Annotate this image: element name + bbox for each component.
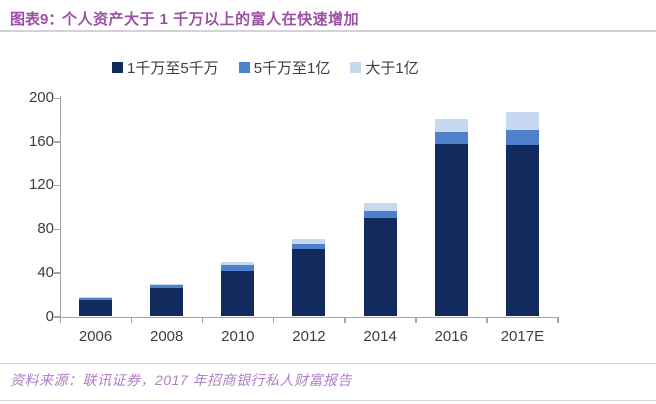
y-axis-label: 0 (45, 307, 54, 325)
x-axis-label: 2012 (292, 328, 326, 345)
bar-segment-2017E-0 (505, 144, 539, 317)
y-axis-label: 80 (37, 220, 54, 238)
legend-label: 1千万至5千万 (127, 59, 219, 77)
x-axis-label: 2014 (363, 328, 397, 345)
bar-segment-2016-1 (434, 131, 468, 144)
bar-2017E (505, 112, 539, 317)
x-axis-tick (557, 316, 559, 323)
figure-header: 图表9： 个人资产大于 1 千万以上的富人在快速增加 (0, 0, 656, 30)
legend-label: 大于1亿 (365, 59, 419, 77)
x-axis-tick (415, 316, 417, 323)
y-axis-tick (54, 97, 60, 99)
y-axis-label: 160 (28, 132, 54, 150)
bar-segment-2017E-1 (505, 129, 539, 145)
bottom-divider (0, 400, 656, 401)
bar-segment-2010-0 (221, 270, 255, 317)
x-axis-label: 2017E (500, 328, 545, 345)
x-axis-tick (486, 316, 488, 323)
bar-segment-2006-2 (79, 296, 113, 298)
figure-label: 图表9： (10, 11, 64, 28)
y-axis-label: 120 (28, 176, 54, 194)
bar-segment-2016-2 (434, 118, 468, 132)
legend-item-tier1: 1千万至5千万 (112, 57, 219, 78)
y-axis-tick (54, 228, 60, 231)
bar-segment-2014-1 (363, 210, 397, 219)
legend-swatch-light-icon (350, 61, 362, 73)
x-axis-tick (59, 316, 61, 323)
y-axis-tick (54, 272, 60, 274)
bar-2010 (221, 261, 255, 317)
x-axis-tick (201, 316, 204, 323)
bar-segment-2008-0 (150, 288, 184, 317)
bar-segment-2008-1 (150, 284, 184, 289)
footer-divider (0, 363, 656, 364)
x-axis-label: 2010 (221, 328, 255, 345)
x-axis-tick (272, 316, 275, 323)
x-axis-label: 2008 (150, 328, 184, 345)
legend-swatch-dark-icon (112, 61, 123, 73)
y-axis-tick (54, 184, 60, 187)
bar-segment-2012-1 (292, 244, 326, 249)
x-axis (59, 316, 559, 318)
y-axis-tick (54, 316, 60, 318)
x-axis-tick (130, 316, 133, 323)
bar-2008 (150, 283, 184, 317)
bar-segment-2010-1 (221, 265, 255, 271)
bar-segment-2014-2 (363, 202, 397, 211)
bar-2012 (292, 238, 326, 317)
bar-segment-2012-2 (292, 238, 326, 245)
legend-label: 5千万至1亿 (253, 59, 331, 77)
bar-segment-2014-0 (363, 218, 397, 317)
bar-segment-2008-2 (150, 283, 184, 285)
chart-legend: 1千万至5千万 5千万至1亿 大于1亿 (112, 57, 439, 78)
title-divider (0, 30, 656, 32)
y-axis-label: 200 (28, 89, 54, 106)
bar-segment-2012-0 (292, 248, 326, 317)
y-axis-tick (54, 141, 60, 143)
bar-segment-2017E-2 (505, 112, 539, 130)
y-axis-label: 40 (37, 263, 54, 281)
bar-2016 (434, 118, 468, 317)
page-title: 个人资产大于 1 千万以上的富人在快速增加 (62, 11, 360, 28)
legend-item-tier3: 大于1亿 (350, 57, 419, 78)
y-axis (59, 96, 61, 318)
bar-segment-2006-1 (79, 297, 113, 301)
bar-2006 (79, 296, 113, 317)
x-axis-label: 2016 (434, 328, 468, 345)
legend-item-tier2: 5千万至1亿 (238, 57, 331, 78)
bar-segment-2006-0 (79, 300, 113, 317)
source-note: 资料来源：联讯证券，2017 年招商银行私人财富报告 (10, 372, 353, 388)
x-axis-label: 2006 (78, 328, 113, 345)
bar-2014 (363, 202, 397, 317)
x-axis-tick (344, 316, 346, 323)
legend-swatch-medium-icon (238, 61, 250, 73)
bar-segment-2010-2 (221, 261, 255, 266)
bar-segment-2016-0 (434, 143, 468, 317)
